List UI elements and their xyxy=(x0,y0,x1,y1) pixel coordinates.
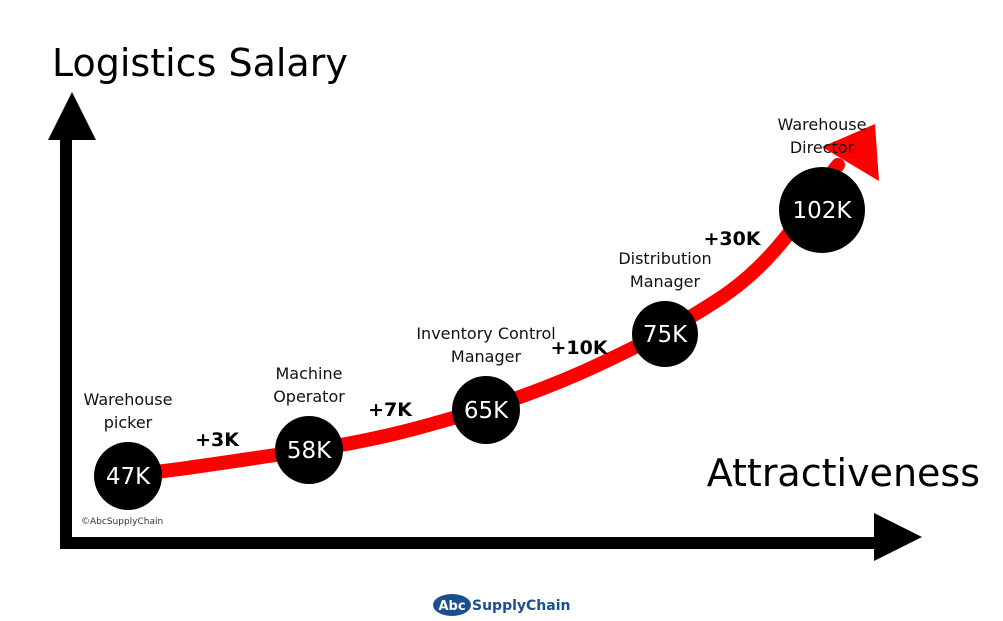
role-label: Manager xyxy=(451,347,522,366)
role-label: Operator xyxy=(273,387,345,406)
delta-label: +3K xyxy=(195,429,240,451)
salary-node xyxy=(452,376,520,444)
delta-label: +7K xyxy=(368,399,413,421)
logo-rest-text: SupplyChain xyxy=(472,598,570,614)
salary-value-label: 47K xyxy=(106,464,151,490)
role-label: picker xyxy=(104,413,153,432)
axes xyxy=(48,92,922,561)
x-axis-title: Attractiveness xyxy=(707,451,980,495)
salary-value-label: 75K xyxy=(643,322,688,348)
salary-value-label: 102K xyxy=(793,198,853,224)
salary-node xyxy=(632,301,698,367)
salary-node xyxy=(275,416,343,484)
delta-labels: +3K +7K +10K +30K xyxy=(195,228,762,451)
y-axis-title: Logistics Salary xyxy=(52,41,348,85)
role-label: Distribution xyxy=(618,249,711,268)
salary-nodes: 47K Warehouse picker 58K Machine Operator 65K I… xyxy=(84,115,867,510)
role-label: Director xyxy=(790,138,855,157)
abcsupplychain-logo: Abc SupplyChain xyxy=(433,594,570,616)
salary-growth-curve xyxy=(121,158,845,482)
logo-badge xyxy=(433,594,471,616)
y-axis-arrowhead xyxy=(48,92,96,140)
role-label: Warehouse xyxy=(778,115,867,134)
curve-arrowhead xyxy=(822,124,879,181)
salary-node xyxy=(94,442,162,510)
role-label: Machine xyxy=(276,364,343,383)
watermark: ©AbcSupplyChain xyxy=(81,517,163,527)
role-label: Warehouse xyxy=(84,390,173,409)
role-label: Inventory Control xyxy=(416,324,555,343)
delta-label: +30K xyxy=(703,228,761,250)
logo-abc-text: Abc xyxy=(438,599,465,614)
delta-label: +10K xyxy=(550,337,608,359)
x-axis-arrowhead xyxy=(874,513,922,561)
role-label: Manager xyxy=(630,272,701,291)
salary-node xyxy=(779,167,865,253)
salary-value-label: 65K xyxy=(464,398,509,424)
salary-value-label: 58K xyxy=(287,438,332,464)
